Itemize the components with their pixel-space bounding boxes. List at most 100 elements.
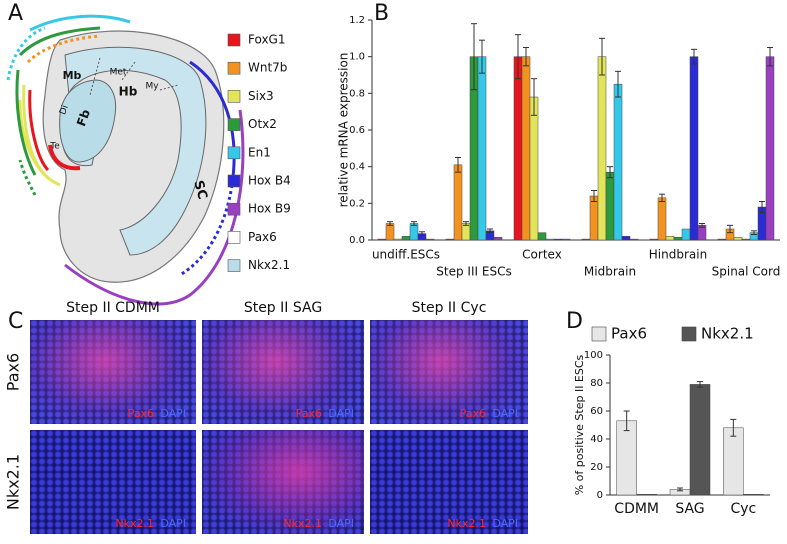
- bar: [513, 56, 523, 241]
- stain-label: Nkx2.1: [283, 517, 322, 530]
- error-bar: [730, 418, 737, 437]
- error-bar: [677, 487, 683, 492]
- embryo-drawing: [6, 14, 245, 306]
- legend-label: Hox B9: [248, 202, 291, 216]
- region-label: Te: [49, 142, 60, 152]
- x-tick-label: CDMM: [614, 501, 659, 517]
- error-bar: [471, 23, 477, 91]
- bar: [681, 228, 691, 241]
- bar: [657, 197, 667, 241]
- legend-label: FoxG1: [248, 33, 285, 47]
- error-bar: [411, 221, 417, 226]
- bar: [589, 195, 599, 241]
- micrograph: [370, 430, 528, 534]
- x-tick-label: undiff.ESCs: [372, 248, 440, 262]
- x-tick-label: Cortex: [522, 248, 562, 262]
- bar: [743, 494, 764, 496]
- legend-swatch: [227, 118, 241, 131]
- y-axis-label: % of positive Step II ESCs: [573, 354, 586, 495]
- bar: [377, 238, 387, 241]
- legend-label: Pax6: [611, 325, 647, 343]
- y-tick-label: 0.4: [349, 162, 365, 173]
- panel-letter: D: [566, 309, 583, 334]
- y-tick-label: 60: [590, 406, 603, 417]
- region-label: Fb: [74, 107, 93, 128]
- bar: [673, 237, 683, 241]
- legend-swatch: [227, 259, 241, 272]
- y-tick-label: 0.8: [349, 88, 365, 99]
- legend-label: Pax6: [248, 230, 277, 244]
- legend-label: Six3: [248, 89, 274, 103]
- x-tick-label: SAG: [675, 501, 704, 517]
- legend-label: En1: [248, 145, 271, 159]
- region-label: Mb: [63, 69, 82, 82]
- stain-label: Nkx2.1: [447, 517, 486, 530]
- stain-label: DAPI: [328, 517, 354, 530]
- bar: [765, 56, 775, 241]
- error-bar: [623, 410, 630, 432]
- bar: [689, 384, 711, 496]
- region-label: Di: [58, 104, 71, 116]
- content: A B C D Mb Met My Hb Di Fb Te SC FoxG1 Wnt7b Six3 Otx2 E…: [4, 1, 781, 530]
- row-label: Nkx2.1: [4, 454, 23, 510]
- error-bar: [767, 47, 773, 67]
- bar: [665, 236, 675, 241]
- legend-label: Hox B4: [248, 174, 291, 188]
- error-bar: [387, 221, 393, 226]
- bar: [425, 238, 435, 241]
- bar: [545, 238, 555, 241]
- bar: [385, 223, 395, 241]
- row-label: Pax6: [4, 353, 23, 391]
- error-bar: [727, 224, 733, 234]
- bar: [689, 56, 699, 241]
- legend-label: Wnt7b: [248, 61, 287, 75]
- error-bar: [479, 39, 485, 74]
- bar: [493, 237, 503, 241]
- y-tick-label: 80: [590, 378, 603, 389]
- error-bar: [615, 70, 621, 98]
- y-tick-label: 1.2: [349, 15, 365, 26]
- bar: [401, 236, 411, 241]
- bar: [477, 56, 487, 241]
- column-title: Step II Cyc: [412, 300, 487, 316]
- stain-label: DAPI: [492, 407, 518, 420]
- error-bar: [607, 166, 613, 179]
- region-label: Hb: [119, 85, 138, 99]
- micrograph: [370, 320, 528, 424]
- bar: [561, 238, 571, 241]
- micrograph: [202, 320, 364, 424]
- bar: [393, 238, 403, 241]
- error-bar: [455, 157, 461, 173]
- bar: [649, 238, 659, 241]
- stain-label: Nkx2.1: [115, 517, 154, 530]
- bar: [521, 56, 531, 241]
- error-bar: [463, 221, 469, 226]
- legend-swatch: [227, 33, 241, 47]
- bar: [636, 494, 657, 496]
- y-tick-label: 40: [590, 434, 603, 445]
- panel-letter: C: [8, 309, 23, 334]
- y-axis-label: relative mRNA expression: [337, 53, 351, 208]
- bar: [461, 223, 471, 241]
- error-bar: [751, 230, 757, 235]
- error-bar: [523, 47, 529, 67]
- region-label: My: [145, 82, 159, 92]
- legend-swatch: [227, 202, 241, 216]
- legend-swatch: [227, 231, 241, 244]
- bar: [613, 83, 623, 241]
- column-title: Step II CDMM: [66, 300, 160, 316]
- error-bar: [699, 223, 705, 228]
- legend-swatch: [227, 90, 241, 103]
- y-tick-label: 100: [584, 350, 603, 361]
- error-bar: [659, 193, 665, 202]
- stain-label: DAPI: [160, 517, 186, 530]
- x-tick-label: Midbrain: [584, 265, 636, 279]
- bar: [616, 420, 637, 496]
- column-title: Step II SAG: [244, 300, 322, 316]
- micrograph: [202, 430, 364, 534]
- y-tick-label: 20: [590, 462, 603, 473]
- bar: [717, 238, 727, 241]
- micrograph: [30, 320, 196, 424]
- region-label: Met: [110, 68, 127, 78]
